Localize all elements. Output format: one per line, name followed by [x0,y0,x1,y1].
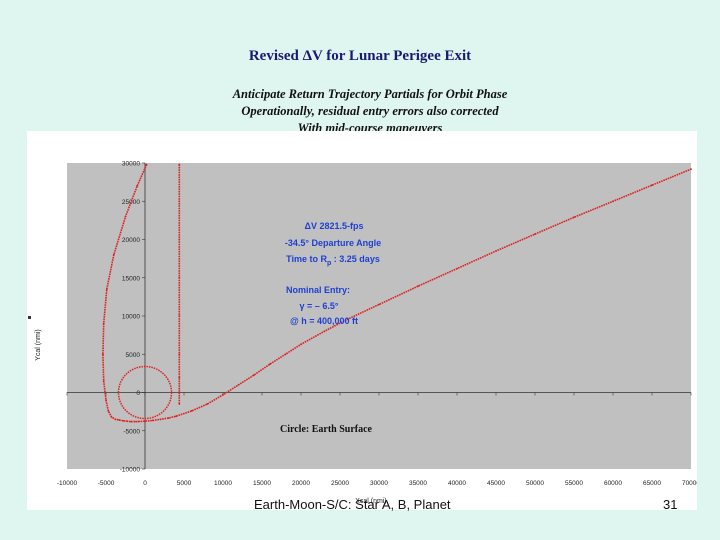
trajectory-point [284,353,287,356]
x-tick-label: 50000 [526,480,544,487]
y-tick-label: 30000 [122,161,140,168]
trajectory-point [178,163,181,166]
plot-area [67,163,691,469]
trajectory-point [118,419,121,421]
trajectory-point [136,185,139,187]
y-tick-label: 10000 [122,314,140,321]
trajectory-point [145,163,148,166]
trajectory-point [300,343,302,346]
x-tick-label: -5000 [98,480,115,487]
trajectory-point [175,415,178,418]
trajectory-point [178,387,181,390]
y-tick-label: 15000 [122,275,140,282]
annotation-gamma: γ = – 6.5° [300,301,339,311]
x-tick-label: 30000 [370,480,388,487]
trajectory-point [222,393,224,396]
trajectory-point [134,420,136,423]
trajectory-point [159,418,162,421]
trajectory-point [190,410,193,412]
trajectory-point [378,303,380,306]
trajectory-point [105,288,108,291]
annotation-block: ΔV 2821.5-fps -34.5° Departure Angle Tim… [285,221,381,326]
trajectory-point [144,420,146,423]
x-tick-label: 20000 [292,480,310,487]
x-tick-label: 40000 [448,480,466,487]
trajectory-point [178,200,181,203]
annotation-departure-angle: -34.5° Departure Angle [285,238,381,248]
trajectory-point [126,420,128,423]
stray-bullet [28,316,31,319]
trajectory-point [102,322,105,325]
y-axis-label: Ycal (nmi) [35,329,42,361]
trajectory-point [167,417,170,419]
subtitle-block: Anticipate Return Trajectory Partials fo… [0,86,720,137]
trajectory-point [130,420,132,423]
trajectory-point [178,376,181,379]
trajectory-point [105,399,107,401]
trajectory-point [417,285,419,288]
annotation-delta-v: ΔV 2821.5-fps [305,221,364,231]
subtitle-line-1: Anticipate Return Trajectory Partials fo… [232,87,508,101]
x-tick-label: 55000 [565,480,583,487]
trajectory-point [237,383,240,386]
trajectory-chart: 300002500020000150001000050000-5000-1000… [35,161,697,506]
trajectory-point [112,253,115,256]
trajectory-point [178,403,181,405]
trajectory-point [102,380,105,382]
trajectory-point [124,215,127,218]
trajectory-point [651,184,653,187]
y-tick-label: 5000 [126,352,141,359]
trajectory-figure: 30000 25000 20000 15000 10000 5000 0 -5000 -1000… [27,131,697,510]
trajectory-point [102,353,104,356]
page-number: 31 [663,497,678,512]
trajectory-series-line [102,164,692,423]
x-tick-label: 25000 [331,480,349,487]
trajectory-point [178,276,181,279]
trajectory-point [178,238,181,241]
x-tick-label: 10000 [214,480,232,487]
x-tick-label: 70000 [682,480,697,487]
trajectory-point [612,200,614,203]
annotation-altitude: @ h = 400,000 ft [290,316,358,326]
y-tick-label: 0 [136,390,140,397]
trajectory-point [268,363,271,366]
slide-footer: Earth-Moon-S/C: Star A, B, Planet [254,497,451,512]
trajectory-point [323,330,326,333]
trajectory-point [122,419,125,422]
x-tick-label: 60000 [604,480,622,487]
trajectory-point [107,410,110,412]
x-tick-label: 15000 [253,480,271,487]
x-axis-label: Xcal (nmi) [355,498,387,505]
trajectory-point [178,353,181,356]
trajectory-point [206,403,209,405]
trajectory-point [534,233,536,235]
trajectory-point [151,419,154,422]
x-tick-label: 45000 [487,480,505,487]
annotation-time-to-rp: Time to Rp : 3.25 days [286,254,380,267]
trajectory-point [456,267,458,270]
trajectory-point [253,374,256,376]
circle-label: Circle: Earth Surface [280,424,373,435]
trajectory-point [690,168,692,170]
trajectory-point [178,315,181,317]
trajectory-point [137,420,140,423]
trajectory-point [573,216,575,219]
y-tick-label: -5000 [123,428,140,435]
x-tick-label: 65000 [643,480,661,487]
subtitle-line-2: Operationally, residual entry errors als… [241,104,499,118]
x-tick-label: 35000 [409,480,427,487]
trajectory-point [110,416,113,418]
earth-surface-circle [117,365,173,420]
slide-title: Revised ΔV for Lunar Perigee Exit [248,48,472,64]
trajectory-point [114,418,117,421]
y-tick-label: -10000 [120,467,141,474]
x-tick-label: 0 [143,480,147,487]
annotation-nominal-entry: Nominal Entry: [286,285,350,295]
trajectory-point [495,250,497,252]
x-tick-label: 5000 [177,480,192,487]
x-tick-label: -10000 [57,480,78,487]
trajectory-point [346,318,349,320]
y-tick-label: 20000 [122,237,140,244]
